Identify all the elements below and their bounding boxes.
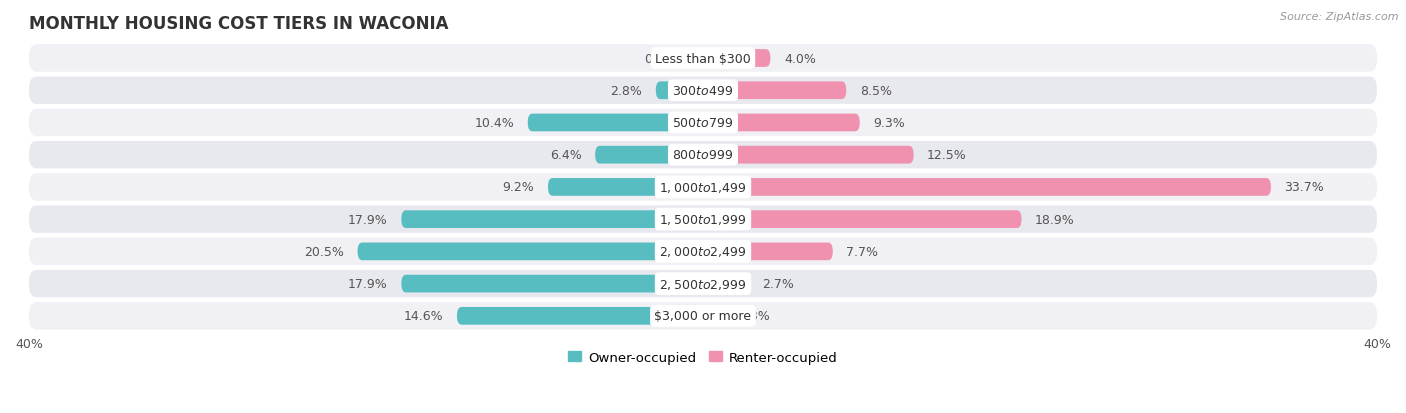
FancyBboxPatch shape: [703, 82, 846, 100]
Text: 14.6%: 14.6%: [404, 310, 443, 323]
FancyBboxPatch shape: [30, 109, 1376, 137]
FancyBboxPatch shape: [30, 270, 1376, 298]
Text: 9.2%: 9.2%: [503, 181, 534, 194]
Text: 6.4%: 6.4%: [550, 149, 582, 162]
FancyBboxPatch shape: [30, 302, 1376, 330]
Text: $2,500 to $2,999: $2,500 to $2,999: [659, 277, 747, 291]
Text: Source: ZipAtlas.com: Source: ZipAtlas.com: [1281, 12, 1399, 22]
FancyBboxPatch shape: [548, 178, 703, 196]
Text: 20.5%: 20.5%: [304, 245, 344, 258]
FancyBboxPatch shape: [595, 147, 703, 164]
Text: $1,500 to $1,999: $1,500 to $1,999: [659, 213, 747, 227]
Text: 7.7%: 7.7%: [846, 245, 879, 258]
FancyBboxPatch shape: [703, 50, 770, 68]
Text: 4.0%: 4.0%: [785, 52, 815, 65]
Text: 18.9%: 18.9%: [1035, 213, 1074, 226]
Text: $2,000 to $2,499: $2,000 to $2,499: [659, 245, 747, 259]
FancyBboxPatch shape: [703, 307, 725, 325]
FancyBboxPatch shape: [527, 114, 703, 132]
FancyBboxPatch shape: [703, 178, 1271, 196]
Text: Less than $300: Less than $300: [655, 52, 751, 65]
Text: 17.9%: 17.9%: [349, 213, 388, 226]
Text: 12.5%: 12.5%: [927, 149, 967, 162]
Text: $800 to $999: $800 to $999: [672, 149, 734, 162]
FancyBboxPatch shape: [703, 147, 914, 164]
Text: $300 to $499: $300 to $499: [672, 85, 734, 97]
Text: $3,000 or more: $3,000 or more: [655, 310, 751, 323]
Text: 17.9%: 17.9%: [349, 278, 388, 290]
Text: 2.7%: 2.7%: [762, 278, 794, 290]
Text: 8.5%: 8.5%: [859, 85, 891, 97]
FancyBboxPatch shape: [703, 275, 748, 293]
Text: MONTHLY HOUSING COST TIERS IN WACONIA: MONTHLY HOUSING COST TIERS IN WACONIA: [30, 15, 449, 33]
FancyBboxPatch shape: [30, 45, 1376, 73]
Text: 9.3%: 9.3%: [873, 117, 905, 130]
Text: 0.34%: 0.34%: [644, 52, 683, 65]
FancyBboxPatch shape: [703, 211, 1022, 228]
Legend: Owner-occupied, Renter-occupied: Owner-occupied, Renter-occupied: [562, 345, 844, 369]
FancyBboxPatch shape: [703, 243, 832, 261]
FancyBboxPatch shape: [457, 307, 703, 325]
FancyBboxPatch shape: [401, 211, 703, 228]
FancyBboxPatch shape: [697, 50, 703, 68]
FancyBboxPatch shape: [703, 114, 859, 132]
FancyBboxPatch shape: [30, 77, 1376, 104]
FancyBboxPatch shape: [401, 275, 703, 293]
Text: $500 to $799: $500 to $799: [672, 117, 734, 130]
Text: 10.4%: 10.4%: [474, 117, 515, 130]
FancyBboxPatch shape: [357, 243, 703, 261]
FancyBboxPatch shape: [30, 206, 1376, 233]
FancyBboxPatch shape: [30, 142, 1376, 169]
Text: $1,000 to $1,499: $1,000 to $1,499: [659, 180, 747, 195]
Text: 33.7%: 33.7%: [1284, 181, 1324, 194]
Text: 1.3%: 1.3%: [738, 310, 770, 323]
FancyBboxPatch shape: [655, 82, 703, 100]
FancyBboxPatch shape: [30, 174, 1376, 201]
Text: 2.8%: 2.8%: [610, 85, 643, 97]
FancyBboxPatch shape: [30, 238, 1376, 266]
